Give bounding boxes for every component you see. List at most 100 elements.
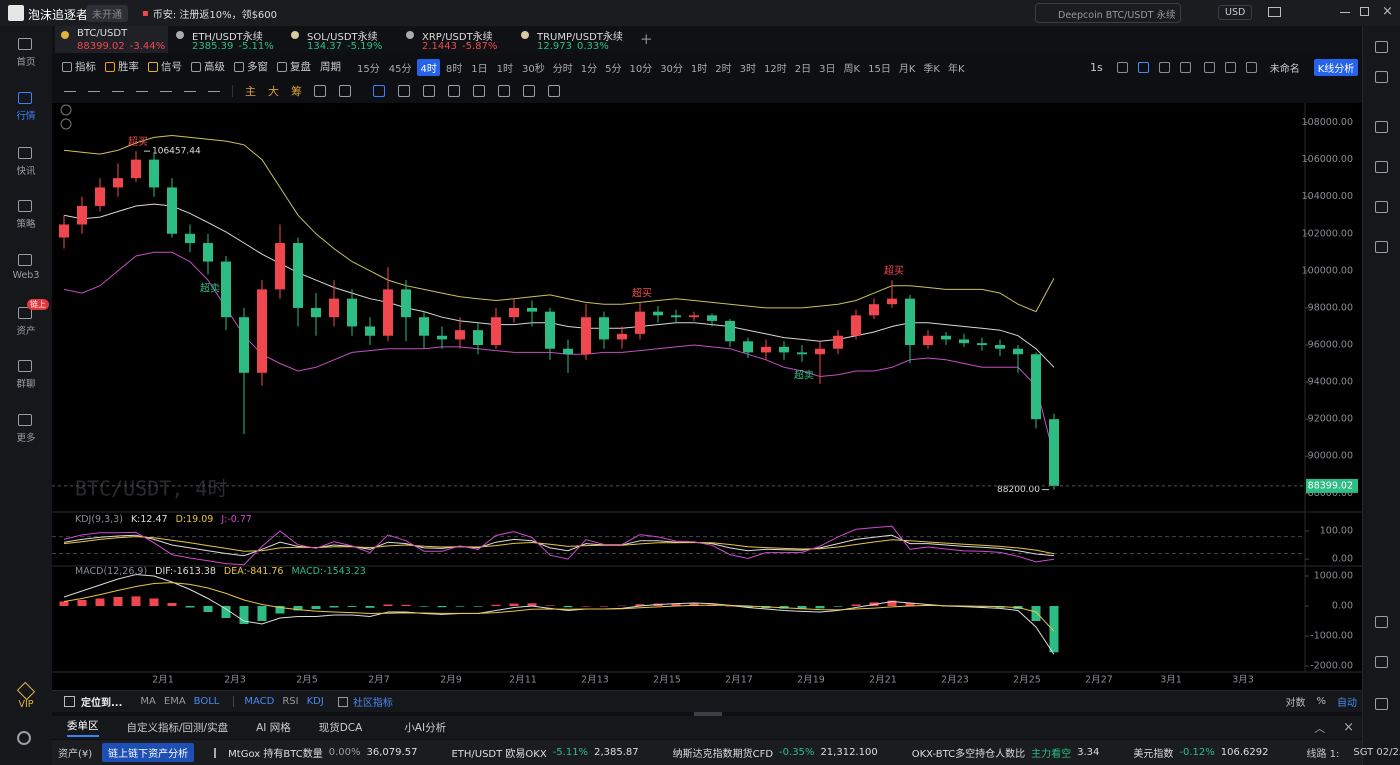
period[interactable]: 年K bbox=[947, 64, 965, 75]
nav-icon[interactable] bbox=[18, 307, 32, 319]
panel-icon[interactable] bbox=[1375, 616, 1388, 628]
nav-icon[interactable] bbox=[18, 414, 32, 426]
period[interactable]: 15日 bbox=[868, 64, 891, 75]
nav-icon[interactable] bbox=[18, 200, 32, 212]
locate-icon[interactable] bbox=[64, 696, 75, 707]
draw-tool[interactable] bbox=[423, 85, 435, 97]
period[interactable]: 分时 bbox=[552, 64, 573, 75]
close-panel[interactable]: × bbox=[1343, 720, 1354, 735]
nav-label[interactable]: 资产 bbox=[16, 326, 36, 337]
icon[interactable] bbox=[1246, 62, 1258, 73]
tool[interactable]: 胜率 bbox=[105, 59, 139, 74]
collapse[interactable]: ︿ bbox=[1314, 721, 1326, 735]
period[interactable]: 3时 bbox=[739, 64, 757, 75]
panel-tab[interactable]: 委单区 bbox=[67, 718, 99, 737]
draw-tool[interactable] bbox=[523, 85, 535, 97]
drag-handle[interactable] bbox=[694, 712, 722, 716]
sub-indicator[interactable]: KDJ bbox=[306, 696, 324, 707]
panel-tab[interactable]: 自定义指标/回测/实盘 bbox=[126, 722, 229, 734]
period[interactable]: 2日 bbox=[794, 64, 812, 75]
period[interactable]: 1时 bbox=[496, 64, 513, 75]
panel-icon[interactable] bbox=[1375, 41, 1388, 53]
tool[interactable]: 周期 bbox=[320, 59, 341, 74]
icon[interactable] bbox=[1137, 62, 1149, 73]
draw-tool[interactable] bbox=[112, 90, 124, 92]
panel-icon[interactable] bbox=[1375, 656, 1388, 668]
community[interactable]: 社区指标 bbox=[352, 698, 393, 709]
tool[interactable]: 高级 bbox=[191, 59, 225, 74]
nav-label[interactable]: 快讯 bbox=[16, 166, 36, 177]
nav-label[interactable]: 群聊 bbox=[16, 379, 36, 390]
nav-label[interactable]: Web3 bbox=[12, 270, 40, 281]
tab[interactable]: BTC/USDT 88399.02 -3.44% bbox=[55, 26, 168, 53]
draw-tool[interactable] bbox=[160, 90, 172, 92]
sub-indicator[interactable]: MACD bbox=[244, 696, 275, 707]
period[interactable]: 1时 bbox=[690, 64, 708, 75]
nav-icon[interactable] bbox=[18, 147, 32, 159]
panel-tab[interactable]: 现货DCA bbox=[318, 722, 363, 734]
panel-tab[interactable]: 小AI分析 bbox=[404, 722, 447, 734]
period[interactable]: 1分 bbox=[580, 64, 598, 75]
draw-tool[interactable] bbox=[339, 85, 351, 97]
nav-label[interactable]: 更多 bbox=[16, 433, 36, 444]
draw-tool[interactable] bbox=[184, 90, 196, 92]
ticker-name[interactable]: 纳斯达克指数期货CFD bbox=[672, 749, 774, 760]
scale-mode[interactable]: 对数 bbox=[1285, 698, 1306, 709]
period[interactable]: 3日 bbox=[819, 64, 836, 75]
main-indicator[interactable]: MA bbox=[140, 696, 156, 707]
ticker-name[interactable]: OKX-BTC多空持仓人数比 bbox=[911, 749, 1026, 760]
nav-icon[interactable] bbox=[18, 38, 32, 50]
period[interactable]: 10分 bbox=[629, 64, 653, 75]
main-indicator[interactable]: EMA bbox=[163, 696, 186, 707]
tool[interactable]: 复盘 bbox=[277, 59, 311, 74]
nav-icon[interactable] bbox=[18, 92, 32, 104]
currency[interactable]: USD bbox=[1218, 5, 1253, 20]
period[interactable]: 周K bbox=[843, 64, 861, 75]
tool[interactable]: 多窗 bbox=[234, 59, 268, 74]
tab[interactable]: ETH/USDT永续 2385.39 -5.11% bbox=[170, 26, 283, 53]
draw-tool[interactable] bbox=[208, 90, 220, 92]
period[interactable]: 4时 bbox=[417, 59, 440, 76]
draw-tool[interactable] bbox=[448, 85, 460, 97]
tool[interactable]: 信号 bbox=[148, 59, 182, 74]
period[interactable]: 30分 bbox=[660, 64, 683, 75]
assets[interactable]: 资产(¥) bbox=[58, 749, 93, 760]
ticker-name[interactable]: 美元指数 bbox=[1133, 749, 1174, 760]
draw-tool[interactable] bbox=[473, 85, 485, 97]
nav-icon[interactable] bbox=[18, 254, 32, 266]
draw-tool[interactable] bbox=[548, 85, 560, 97]
draw-tool[interactable] bbox=[136, 90, 148, 92]
period[interactable]: 5分 bbox=[605, 64, 622, 75]
kline-analysis[interactable]: K线分析 bbox=[1313, 59, 1359, 76]
line-status[interactable]: 线路 1: bbox=[1306, 749, 1340, 760]
draw-button[interactable]: 筹 bbox=[291, 85, 302, 98]
vip[interactable]: VIP bbox=[18, 699, 34, 710]
add-tab[interactable]: + bbox=[640, 30, 653, 48]
icon[interactable] bbox=[1204, 62, 1216, 73]
tab[interactable]: TRUMP/USDT永续 12.973 0.33% bbox=[515, 26, 628, 53]
panel-icon[interactable] bbox=[1375, 161, 1388, 173]
draw-tool[interactable] bbox=[314, 85, 326, 97]
scale-mode[interactable]: % bbox=[1316, 696, 1326, 707]
icon[interactable] bbox=[1158, 62, 1170, 73]
draw-tool[interactable] bbox=[373, 85, 385, 97]
close[interactable]: × bbox=[1382, 4, 1393, 19]
ticker-name[interactable]: ETH/USDT 欧易OKX bbox=[451, 749, 547, 760]
period[interactable]: 8时 bbox=[445, 64, 463, 75]
nav-icon[interactable] bbox=[18, 360, 32, 372]
settings-icon[interactable] bbox=[17, 731, 31, 745]
panel-icon[interactable] bbox=[1375, 698, 1388, 710]
vip-icon[interactable] bbox=[16, 681, 36, 701]
panel-icon[interactable] bbox=[1375, 71, 1388, 83]
search-box[interactable]: Deepcoin BTC/USDT 永续 bbox=[1035, 3, 1181, 23]
tool[interactable]: 指标 bbox=[62, 59, 96, 74]
nav-label[interactable]: 首页 bbox=[16, 57, 36, 68]
nav-label[interactable]: 策略 bbox=[16, 219, 36, 230]
maximize[interactable] bbox=[1360, 7, 1369, 16]
minimize[interactable] bbox=[1340, 12, 1350, 13]
ticker-name[interactable]: MtGox 持有BTC数量 bbox=[228, 749, 323, 760]
draw-tool[interactable] bbox=[88, 90, 100, 92]
mail-icon[interactable] bbox=[1268, 7, 1281, 17]
period[interactable]: 12时 bbox=[764, 64, 787, 75]
panel-tab[interactable]: AI 网格 bbox=[256, 722, 291, 734]
